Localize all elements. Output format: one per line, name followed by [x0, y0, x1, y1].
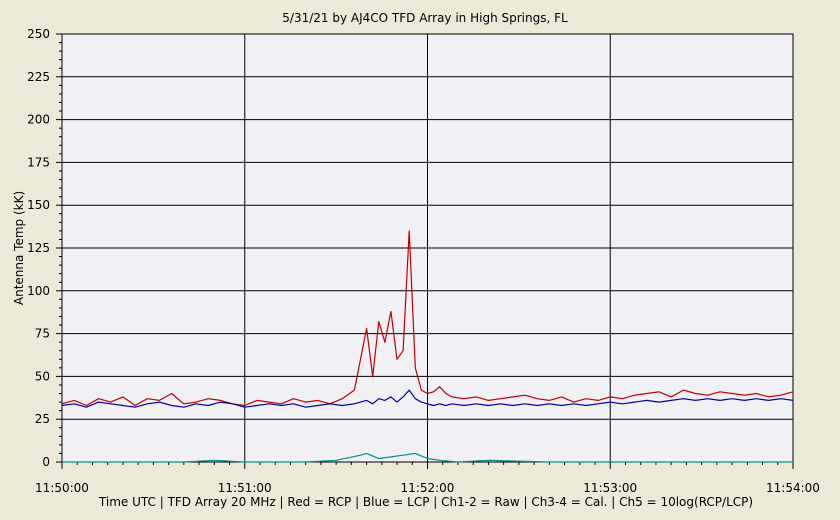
y-tick-labels: 0 25 50 75 100 125 150 175 200 225 250: [27, 27, 50, 469]
y-tick-label: 125: [27, 241, 50, 255]
y-tick-label: 200: [27, 113, 50, 127]
y-tick-label: 175: [27, 155, 50, 169]
y-tick-label: 75: [35, 327, 50, 341]
x-tick-label: 11:54:00: [766, 481, 820, 495]
y-tick-label: 150: [27, 198, 50, 212]
y-tick-label: 225: [27, 70, 50, 84]
y-axis-label: Antenna Temp (kK): [12, 191, 26, 305]
x-tick-label: 11:53:00: [583, 481, 637, 495]
grid: [62, 34, 793, 462]
series-line-2: [62, 452, 793, 463]
y-tick-label: 50: [35, 369, 50, 383]
x-tick-label: 11:50:00: [35, 481, 89, 495]
x-tick-labels: 11:50:00 11:51:00 11:52:00 11:53:00 11:54:00: [35, 481, 820, 495]
series-line-0: [61, 230, 794, 407]
y-tick-label: 100: [27, 284, 50, 298]
series-layer: [61, 230, 794, 463]
chart-title: 5/31/21 by AJ4CO TFD Array in High Sprin…: [282, 11, 568, 25]
x-tick-label: 11:52:00: [401, 481, 455, 495]
y-tick-label: 0: [42, 455, 50, 469]
y-tick-label: 25: [35, 412, 50, 426]
x-tick-label: 11:51:00: [218, 481, 272, 495]
y-tick-label: 250: [27, 27, 50, 41]
series-line-1: [61, 389, 794, 408]
x-axis-label: Time UTC | TFD Array 20 MHz | Red = RCP …: [98, 495, 753, 509]
